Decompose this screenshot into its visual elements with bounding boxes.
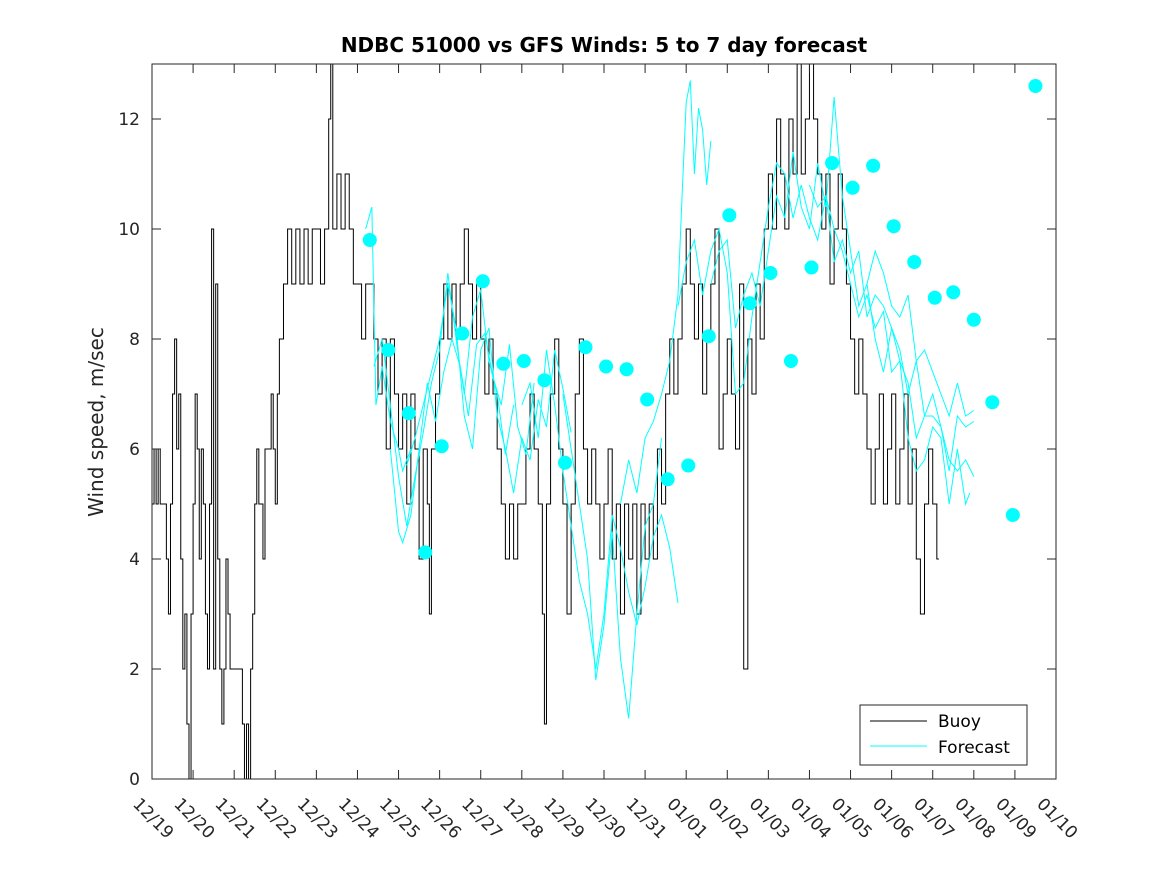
forecast-marker: [496, 356, 511, 371]
legend-buoy-label: Buoy: [938, 712, 981, 732]
x-tick-label: 12/19: [128, 794, 177, 843]
forecast-marker: [966, 312, 981, 327]
x-tick-label: 01/07: [909, 794, 958, 843]
x-tick-label: 12/31: [622, 794, 671, 843]
y-tick-label: 2: [129, 660, 140, 680]
x-tick-label: 01/06: [868, 794, 917, 843]
forecast-marker: [927, 290, 942, 305]
forecast-line-9: [808, 184, 975, 472]
forecast-marker: [985, 395, 1000, 410]
x-tick-label: 12/21: [211, 794, 260, 843]
forecast-marker: [701, 329, 716, 344]
x-tick-label: 01/05: [827, 794, 876, 843]
x-tick-label: 12/27: [457, 794, 506, 843]
forecast-line-10: [866, 249, 975, 418]
forecast-marker: [418, 545, 433, 560]
forecast-marker: [804, 260, 819, 275]
x-tick-label: 12/24: [334, 794, 383, 843]
x-tick-label: 12/26: [416, 794, 465, 843]
forecast-marker: [362, 233, 377, 247]
x-tick-label: 12/23: [293, 794, 342, 843]
forecast-series: [365, 80, 975, 719]
legend-forecast-label: Forecast: [938, 738, 1010, 758]
y-axis-label: Wind speed, m/sec: [84, 327, 108, 517]
forecast-marker: [742, 296, 757, 311]
x-tick-label: 12/28: [498, 794, 547, 843]
forecast-marker: [455, 326, 470, 341]
forecast-marker: [722, 208, 737, 223]
x-tick-label: 12/22: [252, 794, 301, 843]
forecast-line-2: [389, 332, 535, 545]
x-tick-label: 12/25: [375, 794, 424, 843]
x-tick-label: 12/29: [539, 794, 588, 843]
x-tick-label: 01/09: [991, 794, 1040, 843]
legend: Buoy Forecast: [859, 704, 1028, 766]
forecast-line-4: [521, 349, 679, 670]
forecast-marker: [825, 156, 840, 170]
x-tick-label: 01/10: [1032, 794, 1081, 843]
x-tick-label: 12/30: [580, 794, 629, 843]
forecast-marker: [434, 439, 449, 454]
forecast-marker: [516, 354, 531, 368]
x-tick-label: 01/08: [950, 794, 999, 843]
chart-title: NDBC 51000 vs GFS Winds: 5 to 7 day fore…: [341, 33, 868, 57]
forecast-marker: [557, 455, 572, 470]
plot-frame: [151, 63, 1057, 780]
legend-box: [859, 704, 1028, 766]
forecast-marker: [783, 354, 798, 368]
x-tick-label: 01/03: [745, 794, 794, 843]
forecast-line-6: [619, 80, 712, 505]
forecast-marker: [763, 266, 778, 280]
y-tick-label: 6: [129, 440, 140, 460]
forecast-line-8: [710, 96, 975, 477]
y-axis: 0 2 4 6 8 10 12: [118, 110, 1056, 790]
forecast-line-0: [365, 206, 412, 473]
forecast-line-7: [677, 161, 971, 506]
x-tick-label: 01/01: [663, 794, 712, 843]
forecast-marker: [475, 274, 490, 289]
forecast-marker: [845, 180, 860, 195]
buoy-series: [152, 64, 939, 779]
x-tick-label: 12/20: [170, 794, 219, 843]
forecast-marker: [640, 392, 655, 407]
forecast-marker: [578, 340, 593, 355]
forecast-marker: [660, 472, 675, 487]
forecast-line-3: [406, 283, 572, 494]
forecast-marker: [401, 406, 416, 421]
forecast-markers: [362, 79, 1043, 560]
forecast-marker: [381, 343, 396, 357]
forecast-marker: [1028, 79, 1043, 93]
y-tick-label: 12: [118, 110, 140, 130]
y-tick-label: 4: [129, 550, 140, 570]
forecast-marker: [1005, 508, 1020, 522]
x-tick-label: 01/04: [786, 794, 835, 843]
forecast-marker: [886, 219, 901, 234]
forecast-marker: [866, 158, 881, 173]
plot-area: [151, 63, 1057, 780]
forecast-marker: [681, 458, 696, 473]
forecast-marker: [599, 359, 614, 374]
y-tick-label: 8: [129, 330, 140, 350]
y-tick-label: 10: [118, 220, 140, 240]
forecast-marker: [907, 255, 922, 269]
forecast-marker: [946, 285, 961, 300]
buoy-line: [152, 64, 939, 779]
forecast-marker: [537, 373, 552, 388]
forecast-line-5: [562, 393, 663, 719]
x-tick-label: 01/02: [704, 794, 753, 843]
forecast-marker: [619, 362, 634, 377]
y-tick-label: 0: [129, 770, 140, 790]
